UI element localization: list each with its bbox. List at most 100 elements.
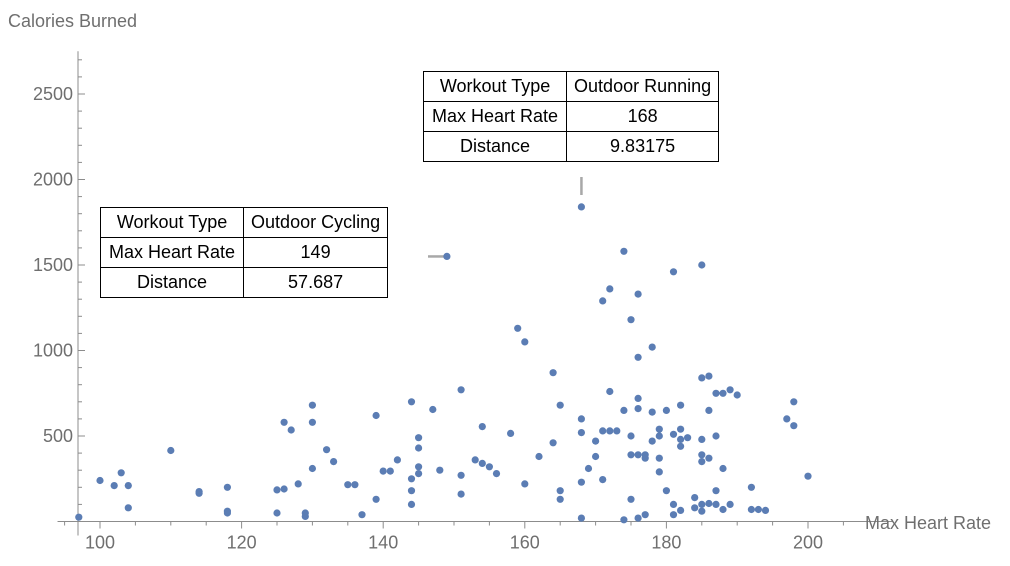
- data-point: [599, 297, 607, 305]
- tooltip-key: Max Heart Rate: [99, 237, 245, 268]
- x-tick-label: 180: [651, 533, 681, 553]
- data-point: [606, 387, 614, 396]
- data-point: [372, 411, 380, 420]
- tooltip-outdoor-running: Workout Type Outdoor Running Max Heart R…: [422, 71, 720, 162]
- data-point: [407, 475, 416, 483]
- data-point: [698, 435, 706, 443]
- data-point: [627, 432, 635, 440]
- data-point: [280, 485, 288, 493]
- data-point: [627, 495, 635, 503]
- tooltip-value: 9.83175: [566, 131, 720, 162]
- data-point: [662, 406, 671, 414]
- data-point: [457, 471, 465, 479]
- data-point: [726, 500, 734, 508]
- data-point: [379, 467, 387, 475]
- data-point: [577, 203, 586, 211]
- data-point: [641, 454, 649, 462]
- data-point: [677, 435, 685, 443]
- data-point: [117, 469, 125, 477]
- data-point: [698, 261, 706, 269]
- data-point: [634, 451, 642, 459]
- data-point: [577, 429, 586, 437]
- data-point: [223, 509, 231, 517]
- data-point: [599, 427, 607, 435]
- data-point: [712, 389, 720, 397]
- data-point: [415, 463, 423, 471]
- tooltip-key: Workout Type: [422, 71, 568, 102]
- data-points: [75, 203, 812, 524]
- tooltip-connectors: [428, 177, 583, 258]
- y-tick-label: 1000: [33, 341, 73, 361]
- data-point: [521, 338, 529, 346]
- data-point: [75, 513, 83, 521]
- tooltip-value: 149: [243, 237, 389, 268]
- tooltip-key: Max Heart Rate: [422, 101, 568, 132]
- data-point: [223, 483, 231, 491]
- data-point: [648, 437, 656, 445]
- data-point: [790, 422, 798, 430]
- x-axis-label: Max Heart Rate: [865, 513, 991, 533]
- data-point: [308, 418, 316, 426]
- data-point: [344, 481, 352, 489]
- data-point: [407, 398, 416, 406]
- tooltip-outdoor-cycling: Workout Type Outdoor Cycling Max Heart R…: [99, 207, 389, 298]
- data-point: [606, 427, 614, 435]
- data-point: [698, 451, 706, 459]
- tooltip-value: 168: [566, 101, 720, 132]
- data-point: [761, 506, 770, 514]
- data-point: [195, 488, 203, 496]
- data-point: [677, 425, 685, 433]
- data-point: [308, 464, 316, 473]
- data-point: [287, 426, 295, 434]
- data-point: [415, 434, 423, 442]
- data-point: [556, 487, 564, 495]
- data-point: [698, 500, 706, 508]
- tooltip-value: Outdoor Running: [566, 71, 720, 102]
- data-point: [634, 290, 642, 298]
- x-tick-label: 100: [85, 533, 115, 553]
- data-point: [677, 401, 685, 409]
- data-point: [691, 504, 699, 512]
- data-point: [415, 470, 423, 478]
- data-point: [669, 511, 678, 519]
- data-point: [662, 487, 671, 495]
- data-point: [584, 464, 593, 473]
- data-point: [698, 374, 706, 382]
- data-point: [698, 507, 706, 515]
- data-point: [655, 432, 663, 440]
- data-point: [110, 482, 118, 490]
- data-point: [641, 511, 649, 519]
- data-point: [592, 437, 600, 445]
- x-tick-label: 120: [227, 533, 257, 553]
- data-point: [705, 499, 713, 508]
- data-point: [620, 247, 628, 255]
- data-point: [655, 425, 663, 433]
- data-point: [613, 427, 621, 435]
- data-point: [620, 406, 628, 414]
- ticks: 100 120 140 160 180 200 500 1000 1500 2000 2500: [33, 59, 844, 553]
- data-point: [634, 405, 642, 413]
- x-tick-label: 140: [368, 533, 398, 553]
- data-point: [280, 418, 288, 426]
- data-point: [436, 466, 444, 474]
- data-point: [386, 467, 394, 475]
- x-tick-label: 160: [510, 533, 540, 553]
- data-point: [733, 391, 741, 399]
- data-point: [535, 452, 543, 461]
- data-point: [698, 458, 706, 466]
- data-point: [669, 500, 678, 508]
- tooltip-key: Distance: [99, 267, 245, 298]
- data-point: [351, 481, 359, 489]
- data-point: [443, 252, 451, 260]
- data-point: [712, 500, 720, 508]
- data-point: [273, 486, 281, 494]
- y-axis-label: Calories Burned: [8, 11, 137, 31]
- data-point: [358, 511, 366, 519]
- data-point: [634, 514, 642, 522]
- x-tick-label: 200: [793, 533, 823, 553]
- data-point: [521, 480, 529, 488]
- data-point: [677, 442, 685, 450]
- data-point: [372, 495, 380, 503]
- data-point: [804, 472, 812, 480]
